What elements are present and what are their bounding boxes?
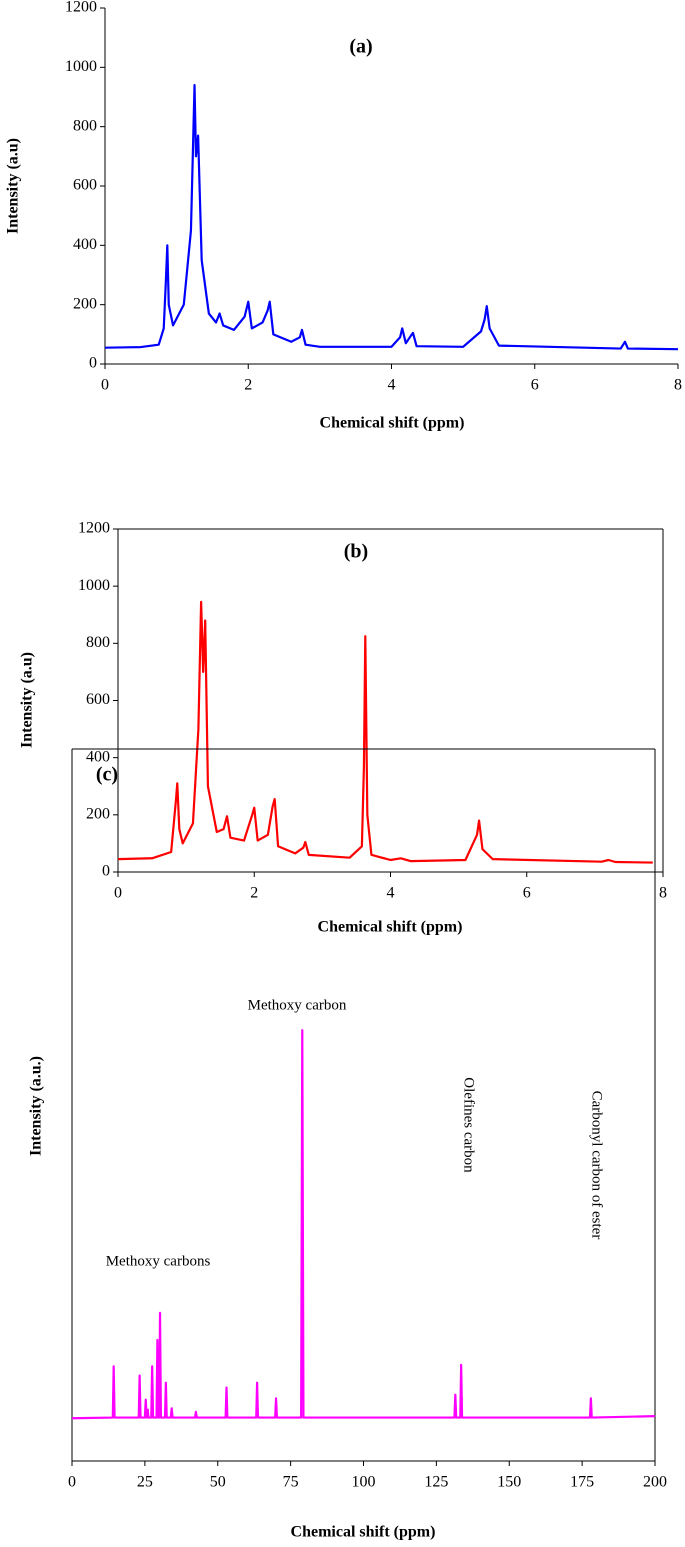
annotation: Methoxy carbons [106,1253,211,1269]
y-tick-label: 1000 [78,577,110,594]
y-tick-label: 1200 [65,0,97,16]
y-tick-label: 600 [86,691,110,708]
y-axis-label: Intensity (a.u.) [28,1056,45,1156]
x-tick-label: 4 [388,377,396,394]
y-tick-label: 1200 [78,520,110,537]
x-tick-label: 25 [137,1474,153,1491]
y-axis-label: Intensity (a.u) [19,652,36,748]
y-tick-label: 1000 [65,58,97,75]
x-tick-label: 125 [424,1474,448,1491]
y-tick-label: 400 [86,748,110,765]
x-tick-label: 0 [68,1474,76,1491]
panel-title: (a) [349,36,372,58]
y-tick-label: 600 [73,177,97,194]
panel-title: (b) [344,541,368,563]
x-tick-label: 200 [643,1474,667,1491]
annotation: Methoxy carbon [248,997,347,1013]
annotation: Olefines carbon [461,1077,477,1173]
x-tick-label: 175 [570,1474,594,1491]
x-axis-label: Chemical shift (ppm) [318,919,463,936]
y-tick-label: 800 [73,117,97,134]
y-tick-label: 200 [86,806,110,823]
x-tick-label: 75 [283,1474,299,1491]
x-tick-label: 0 [114,885,122,902]
x-tick-label: 6 [531,377,539,394]
y-tick-label: 200 [73,295,97,312]
spectrum-line [104,84,679,351]
y-tick-label: 800 [86,634,110,651]
spectrum-line [71,1029,656,1420]
x-tick-label: 50 [210,1474,226,1491]
x-tick-label: 150 [497,1474,521,1491]
x-tick-label: 0 [101,377,109,394]
x-tick-label: 8 [674,377,682,394]
spectrum-line [117,600,653,864]
y-axis-label: Intensity (a.u) [5,138,22,234]
x-tick-label: 2 [250,885,258,902]
x-tick-label: 8 [659,885,667,902]
x-tick-label: 2 [244,377,252,394]
y-tick-label: 400 [73,236,97,253]
x-tick-label: 100 [352,1474,376,1491]
x-tick-label: 6 [523,885,531,902]
annotation: Carbonyl carbon of ester [589,1091,605,1240]
panel-title: (c) [96,764,118,786]
x-axis-label: Chemical shift (ppm) [291,1524,436,1541]
x-tick-label: 4 [387,885,395,902]
y-tick-label: 0 [89,355,97,372]
x-axis-label: Chemical shift (ppm) [320,415,465,432]
y-tick-label: 0 [102,863,110,880]
